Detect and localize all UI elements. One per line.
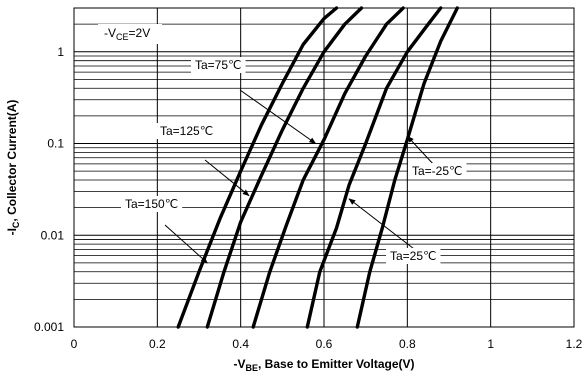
x-tick-label: 0.8	[399, 337, 416, 351]
annotation-arrow	[348, 198, 419, 253]
plot-frame	[73, 7, 575, 328]
y-axis-title: -IC, Collector Current(A)	[5, 100, 21, 236]
annotation-label: Ta=25℃	[390, 249, 437, 263]
y-tick-label: 0.01	[41, 228, 65, 242]
annotations: Ta=75℃ Ta=125℃ Ta=150℃ Ta=-25℃ Ta=25℃	[121, 57, 467, 264]
annotation-label-background	[156, 123, 218, 139]
y-axis-title-sub: C	[11, 221, 21, 228]
x-tick-label: 0.6	[316, 337, 333, 351]
x-axis-title-prefix: -V	[234, 357, 246, 371]
grid	[73, 7, 575, 328]
x-axis-title-sub: BE	[246, 363, 259, 373]
annotation-label-background	[408, 163, 467, 179]
series-line-3	[305, 6, 443, 329]
series-line-1	[205, 6, 364, 329]
y-tick-label: 0.1	[47, 137, 64, 151]
annotation-arrow	[406, 135, 436, 167]
condition-prefix: -V	[104, 26, 116, 40]
curves	[176, 6, 459, 329]
x-tick-label: 1	[487, 337, 494, 351]
condition-suffix: =2V	[129, 26, 151, 40]
y-tick-label: 1	[57, 45, 64, 59]
condition-label-background	[98, 24, 162, 44]
x-tick-label: 1.2	[566, 337, 583, 351]
y-axis-title-suffix: , Collector Current(A)	[5, 100, 19, 222]
x-tick-label: 0.4	[232, 337, 249, 351]
annotation-arrow	[239, 89, 317, 144]
annotation-label: Ta=-25℃	[412, 164, 463, 178]
y-axis-title-prefix: -I	[5, 228, 19, 235]
annotation-label: Ta=150℃	[125, 197, 178, 211]
tick-labels: 0 0.2 0.4 0.6 0.8 1 1.2 0.001 0.01 0.1 1	[34, 45, 583, 351]
annotation-label-background	[386, 248, 441, 264]
x-tick-label: 0	[71, 337, 78, 351]
annotation-arrow	[204, 159, 250, 197]
series-line-2	[251, 6, 405, 329]
condition-label: -VCE=2V	[104, 26, 150, 42]
x-tick-label: 0.2	[149, 337, 166, 351]
x-axis-title: -VBE, Base to Emitter Voltage(V)	[234, 357, 415, 373]
x-axis-title-suffix: , Base to Emitter Voltage(V)	[258, 357, 414, 371]
series-line-4	[355, 6, 459, 329]
condition-sub: CE	[116, 32, 129, 42]
series-line-0	[176, 6, 339, 329]
y-tick-label: 0.001	[34, 320, 64, 334]
annotation-label: Ta=75℃	[195, 58, 242, 72]
annotation-label-background	[191, 57, 246, 73]
annotation-label-background	[121, 196, 183, 212]
annotation-arrow	[164, 224, 208, 264]
annotation-label: Ta=125℃	[160, 124, 213, 138]
